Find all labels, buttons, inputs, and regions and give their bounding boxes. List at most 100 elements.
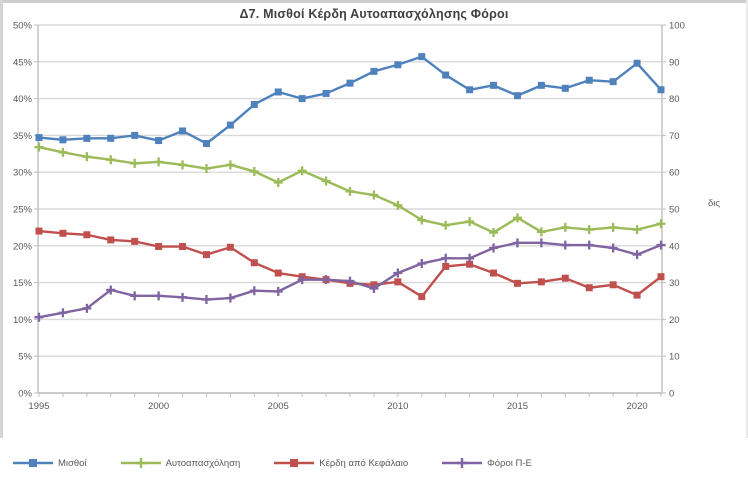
data-point-marker bbox=[657, 86, 665, 94]
data-point-marker bbox=[83, 231, 91, 239]
data-point-marker bbox=[155, 137, 163, 145]
data-point-marker bbox=[249, 166, 259, 176]
right-axis-title: δις bbox=[708, 198, 720, 209]
data-point-marker bbox=[369, 283, 379, 293]
legend-swatch-square-icon bbox=[274, 459, 315, 467]
window-frame-top bbox=[0, 0, 748, 3]
data-point-marker bbox=[130, 291, 140, 301]
right-axis-label: 30 bbox=[669, 278, 680, 289]
data-point-marker bbox=[130, 158, 140, 168]
data-point-marker bbox=[608, 222, 618, 232]
x-axis-label: 2020 bbox=[627, 401, 648, 412]
data-point-marker bbox=[82, 152, 92, 162]
data-point-marker bbox=[489, 243, 499, 253]
data-point-marker bbox=[560, 240, 570, 250]
data-point-marker bbox=[106, 155, 116, 165]
right-axis-label: 60 bbox=[669, 168, 680, 179]
data-point-marker bbox=[202, 251, 210, 259]
data-point-marker bbox=[58, 147, 68, 157]
data-point-marker bbox=[536, 227, 546, 237]
data-point-marker bbox=[345, 186, 355, 196]
x-axis-label: 2005 bbox=[268, 401, 289, 412]
data-point-marker bbox=[513, 279, 521, 287]
data-point-marker bbox=[418, 293, 426, 301]
data-point-marker bbox=[226, 121, 234, 129]
legend-swatch-plus-icon bbox=[442, 458, 483, 468]
data-point-marker bbox=[346, 79, 354, 87]
data-point-marker bbox=[442, 262, 450, 270]
data-point-marker bbox=[201, 295, 211, 305]
x-axis-label: 1995 bbox=[28, 401, 49, 412]
left-axis-label: 10% bbox=[13, 315, 33, 326]
legend-label: Κέρδη από Κεφάλαιο bbox=[319, 457, 409, 469]
data-point-marker bbox=[83, 134, 91, 142]
legend-item: Κέρδη από Κεφάλαιο bbox=[274, 456, 408, 470]
data-point-marker bbox=[154, 291, 164, 301]
right-axis-label: 50 bbox=[669, 205, 680, 216]
data-point-marker bbox=[249, 286, 259, 296]
left-axis-label: 15% bbox=[13, 278, 33, 289]
data-point-marker bbox=[321, 275, 331, 285]
data-point-marker bbox=[585, 284, 593, 292]
data-point-marker bbox=[537, 81, 545, 89]
data-point-marker bbox=[107, 236, 115, 244]
data-point-marker bbox=[418, 53, 426, 61]
data-point-marker bbox=[560, 222, 570, 232]
left-axis-label: 40% bbox=[13, 94, 33, 105]
data-point-marker bbox=[561, 274, 569, 282]
legend-swatch-square-icon bbox=[13, 459, 53, 467]
data-point-marker bbox=[393, 268, 403, 278]
data-point-marker bbox=[465, 217, 475, 227]
plot-area: 0% 0 5% 10 10% 20 15% 30 20% 40 25% 50 30% 60 35% 70 40%… bbox=[13, 21, 685, 413]
data-point-marker bbox=[584, 225, 594, 235]
data-point-marker bbox=[441, 253, 451, 263]
data-point-marker bbox=[225, 160, 235, 170]
data-point-marker bbox=[633, 59, 641, 67]
data-point-marker bbox=[393, 200, 403, 210]
data-point-marker bbox=[178, 160, 188, 170]
left-axis-label: 5% bbox=[18, 352, 32, 363]
data-point-marker bbox=[225, 293, 235, 303]
data-point-marker bbox=[561, 84, 569, 92]
left-axis-label: 35% bbox=[13, 131, 33, 142]
data-point-marker bbox=[490, 269, 498, 277]
data-point-marker bbox=[608, 243, 618, 253]
data-point-marker bbox=[82, 303, 92, 313]
data-point-marker bbox=[178, 292, 188, 302]
data-point-marker bbox=[131, 131, 139, 139]
data-point-marker bbox=[297, 275, 307, 285]
right-axis-label: 0 bbox=[669, 389, 674, 400]
data-point-marker bbox=[633, 291, 641, 299]
data-point-marker bbox=[441, 220, 451, 230]
right-axis-label: 80 bbox=[669, 94, 680, 105]
data-point-marker bbox=[154, 157, 164, 167]
data-point-marker bbox=[536, 238, 546, 248]
window-frame-right bbox=[746, 0, 748, 438]
data-point-marker bbox=[490, 81, 498, 89]
data-point-marker bbox=[442, 71, 450, 79]
x-axis-label: 2010 bbox=[387, 401, 408, 412]
data-point-marker bbox=[106, 285, 116, 295]
data-point-marker bbox=[226, 243, 234, 251]
data-point-marker bbox=[35, 227, 43, 235]
data-point-marker bbox=[512, 213, 522, 223]
data-point-marker bbox=[465, 253, 475, 263]
data-point-marker bbox=[34, 312, 44, 322]
data-point-marker bbox=[58, 308, 68, 318]
data-point-marker bbox=[657, 273, 665, 281]
chart-legend: Μισθοί Αυτοαπασχόληση Κέρδη από Κεφάλαιο Φό… bbox=[13, 454, 532, 472]
data-point-marker bbox=[656, 240, 666, 250]
legend-item: Αυτοαπασχόληση bbox=[120, 456, 240, 470]
data-point-marker bbox=[250, 100, 258, 108]
data-point-marker bbox=[585, 76, 593, 84]
left-axis-label: 50% bbox=[13, 21, 33, 32]
chart-title: Δ7. Μισθοί Κέρδη Αυτοαπασχόλησης Φόροι bbox=[239, 7, 509, 21]
window-frame-left bbox=[0, 0, 3, 438]
data-point-marker bbox=[466, 86, 474, 94]
right-axis-label: 90 bbox=[669, 57, 680, 68]
data-point-marker bbox=[537, 278, 545, 286]
data-point-marker bbox=[345, 276, 355, 286]
series-line-Μισθοί bbox=[38, 55, 662, 145]
left-axis-label: 0% bbox=[18, 389, 32, 400]
data-point-marker bbox=[394, 61, 402, 69]
